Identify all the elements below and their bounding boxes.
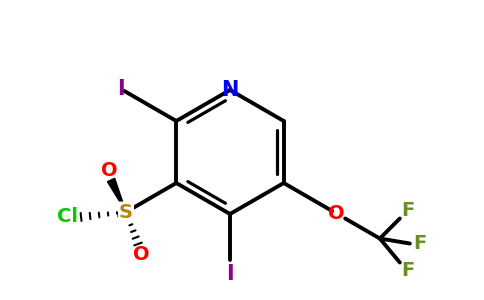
Text: F: F [413,234,426,253]
Text: O: O [328,204,345,223]
Text: S: S [119,202,133,221]
Polygon shape [107,178,126,212]
Text: N: N [221,80,239,100]
Text: Cl: Cl [57,208,77,226]
Text: I: I [117,79,125,99]
Text: I: I [226,264,234,284]
Text: O: O [133,244,150,263]
Text: O: O [101,160,118,179]
Text: F: F [401,201,414,220]
Text: F: F [401,261,414,280]
